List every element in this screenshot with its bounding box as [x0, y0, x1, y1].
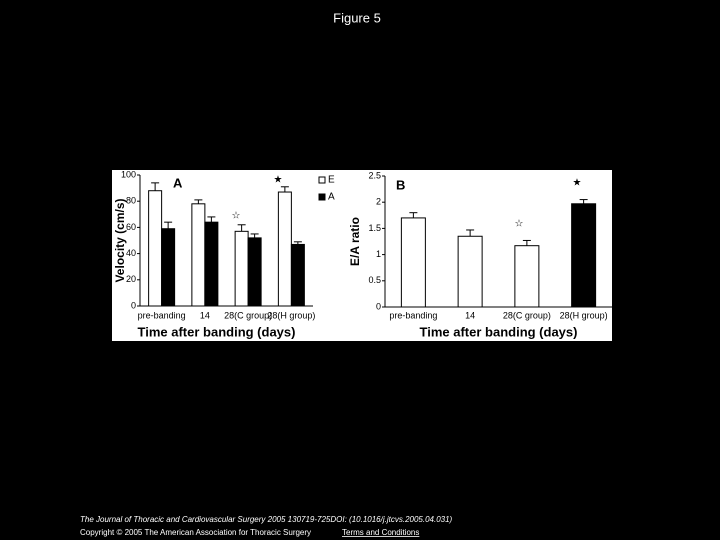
x-tick-label: 28(H group) — [560, 310, 608, 320]
bar — [148, 190, 163, 307]
x-tick-label: 28(C group) — [224, 310, 272, 320]
y-tick-label: 0.5 — [368, 275, 381, 285]
y-tick-label: 1 — [376, 249, 381, 259]
legend-swatch — [318, 176, 326, 184]
legend-label: A — [328, 192, 335, 203]
legend-label: E — [328, 175, 335, 186]
bar — [290, 243, 305, 307]
bar — [514, 245, 540, 308]
y-tick-label: 20 — [126, 274, 136, 284]
legend-swatch — [318, 193, 326, 201]
significance-marker: ☆ — [232, 211, 241, 222]
y-tick-label: 2.5 — [368, 170, 381, 180]
y-tick-label: 1.5 — [368, 223, 381, 233]
panel-label: A — [173, 175, 183, 190]
significance-marker: ★ — [274, 175, 283, 186]
bar — [234, 230, 249, 307]
bar — [400, 217, 426, 308]
bar — [277, 191, 292, 307]
y-tick-label: 0 — [376, 301, 381, 311]
bar — [161, 228, 176, 307]
x-tick-label: pre-banding — [138, 310, 186, 320]
y-tick-label: 100 — [121, 169, 136, 179]
x-axis-label: Time after banding (days) — [420, 324, 578, 339]
x-tick-label: pre-banding — [389, 310, 437, 320]
panel-label: B — [396, 177, 405, 192]
slide-title: Figure 5 — [333, 10, 381, 25]
y-tick-label: 40 — [126, 248, 136, 258]
x-tick-label: 28(H group) — [267, 310, 315, 320]
bar — [571, 203, 597, 308]
y-tick-label: 60 — [126, 222, 136, 232]
bar — [191, 203, 206, 307]
bar — [457, 235, 483, 308]
y-tick-label: 2 — [376, 197, 381, 207]
significance-marker: ☆ — [515, 219, 524, 230]
bar — [247, 237, 262, 307]
y-axis-label: Velocity (cm/s) — [113, 198, 127, 282]
y-axis-label: E/A ratio — [348, 217, 362, 266]
x-tick-label: 14 — [200, 310, 210, 320]
x-axis-label: Time after banding (days) — [138, 324, 296, 339]
copyright: Copyright © 2005 The American Associatio… — [80, 528, 311, 537]
significance-marker: ★ — [573, 178, 582, 189]
x-tick-label: 14 — [465, 310, 475, 320]
terms-link[interactable]: Terms and Conditions — [342, 528, 419, 537]
y-tick-label: 0 — [131, 300, 136, 310]
bar — [204, 221, 219, 307]
x-tick-label: 28(C group) — [503, 310, 551, 320]
citation: The Journal of Thoracic and Cardiovascul… — [80, 515, 453, 524]
y-tick-label: 80 — [126, 196, 136, 206]
